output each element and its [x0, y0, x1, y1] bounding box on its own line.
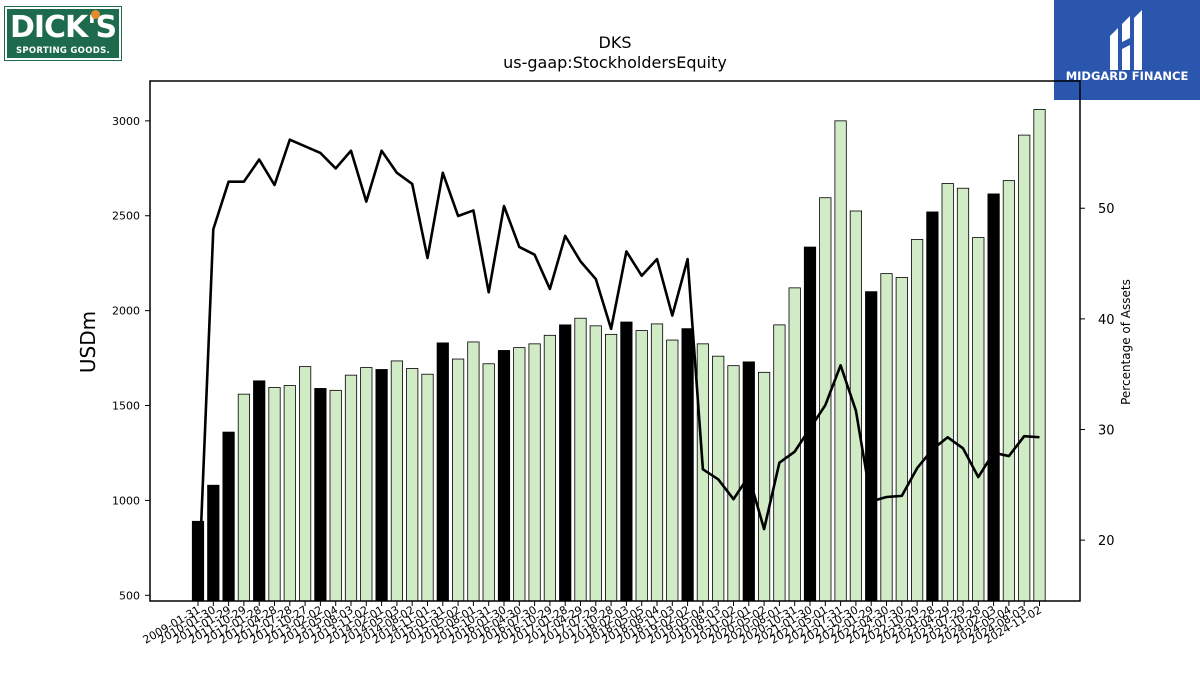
bar-2022-04-30: [880, 273, 893, 602]
bar-2024-11-02: [1033, 109, 1046, 602]
bar-2022-07-30: [895, 277, 908, 602]
bar-2012-07-28: [283, 385, 296, 602]
y2-tick-label: 50: [1098, 202, 1115, 217]
logo-left-tagline: SPORTING GOODS.: [15, 46, 111, 56]
logo-right-name: MIDGARD FINANCE: [1065, 69, 1189, 83]
bar-2017-10-28: [605, 333, 618, 602]
y-axis-ticks: 500 1000 1500 2000 2500 3000: [112, 115, 150, 602]
bar-2023-01-28: [926, 211, 939, 602]
y-axis-label: USDm: [76, 311, 100, 373]
bar-2023-07-29: [956, 187, 970, 602]
bar-2013-05-04: [329, 389, 342, 602]
y2-tick-label: 30: [1098, 424, 1115, 439]
bar-2012-10-27: [298, 366, 312, 602]
y2-tick-label: 40: [1098, 313, 1115, 328]
y-tick-label: 2500: [112, 210, 140, 223]
bar-2013-11-02: [360, 367, 373, 602]
y-tick-label: 1500: [112, 400, 140, 413]
bar-2010-01-30: [207, 484, 220, 602]
bar-2022-10-29: [911, 239, 924, 602]
bar-2024-08-03: [1018, 134, 1031, 602]
bar-2015-08-01: [467, 341, 480, 602]
midgard-finance-logo: MIDGARD FINANCE: [1054, 0, 1200, 100]
bar-2021-07-31: [834, 120, 847, 602]
bar-2023-04-29: [941, 183, 954, 602]
bar-2019-02-02: [681, 328, 694, 602]
percentage-line-series: [196, 138, 1040, 602]
y-tick-label: 1000: [112, 494, 140, 507]
bar-2021-05-01: [819, 197, 832, 602]
bar-2011-01-29: [222, 431, 235, 602]
bar-2014-05-03: [390, 360, 404, 602]
bar-2015-10-31: [482, 363, 495, 602]
y2-axis-label: Percentage of Assets: [1119, 279, 1133, 405]
bar-2022-01-29: [865, 291, 878, 602]
bar-2016-04-30: [513, 347, 526, 602]
y2-tick-label: 20: [1098, 534, 1115, 549]
bar-2018-08-04: [650, 323, 664, 602]
x-axis-ticks: 2009-01-312010-01-302011-01-292011-10-29…: [141, 601, 1044, 647]
bar-2024-02-03: [987, 193, 1000, 602]
dicks-sporting-goods-logo: DICK'S SPORTING GOODS.: [5, 7, 121, 60]
bar-2011-10-29: [237, 393, 250, 602]
bar-2014-11-01: [421, 373, 434, 602]
bar-2019-11-02: [727, 365, 740, 602]
bar-2018-02-03: [620, 321, 633, 602]
bar-2020-05-02: [758, 371, 771, 602]
y2-axis-ticks: 20 30 40 50: [1080, 202, 1115, 549]
bar-2015-05-02: [451, 358, 465, 602]
bar-2018-05-05: [635, 330, 648, 602]
bar-2015-01-31: [436, 342, 449, 602]
bar-2024-05-04: [1002, 180, 1016, 602]
midgard-mark-icon: [1110, 10, 1142, 70]
bar-2023-10-28: [972, 237, 985, 602]
bar-2017-04-29: [574, 317, 587, 602]
chart-title: DKS: [599, 33, 632, 52]
bar-2021-10-30: [849, 210, 863, 602]
bar-2017-07-29: [589, 325, 602, 602]
bar-2018-11-03: [666, 339, 679, 602]
chart-subtitle: us-gaap:StockholdersEquity: [503, 53, 727, 72]
bar-2017-01-28: [559, 324, 572, 602]
bar-2016-01-30: [497, 350, 511, 602]
bar-2012-01-28: [253, 380, 266, 602]
basketball-icon: [91, 10, 100, 19]
bar-2016-07-30: [528, 343, 541, 602]
plot-frame: [149, 80, 1081, 602]
bar-series: [191, 109, 1046, 602]
bar-2013-02-02: [314, 388, 327, 602]
bar-2014-02-01: [375, 369, 388, 602]
bar-2016-10-29: [543, 334, 557, 602]
percentage-of-assets-line: [196, 138, 1040, 602]
y-tick-label: 500: [119, 589, 140, 602]
bar-2012-04-28: [268, 387, 281, 602]
y-tick-label: 2000: [112, 305, 140, 318]
bar-2014-08-02: [406, 368, 419, 602]
bar-2013-08-03: [344, 374, 358, 602]
y-tick-label: 3000: [112, 115, 140, 128]
